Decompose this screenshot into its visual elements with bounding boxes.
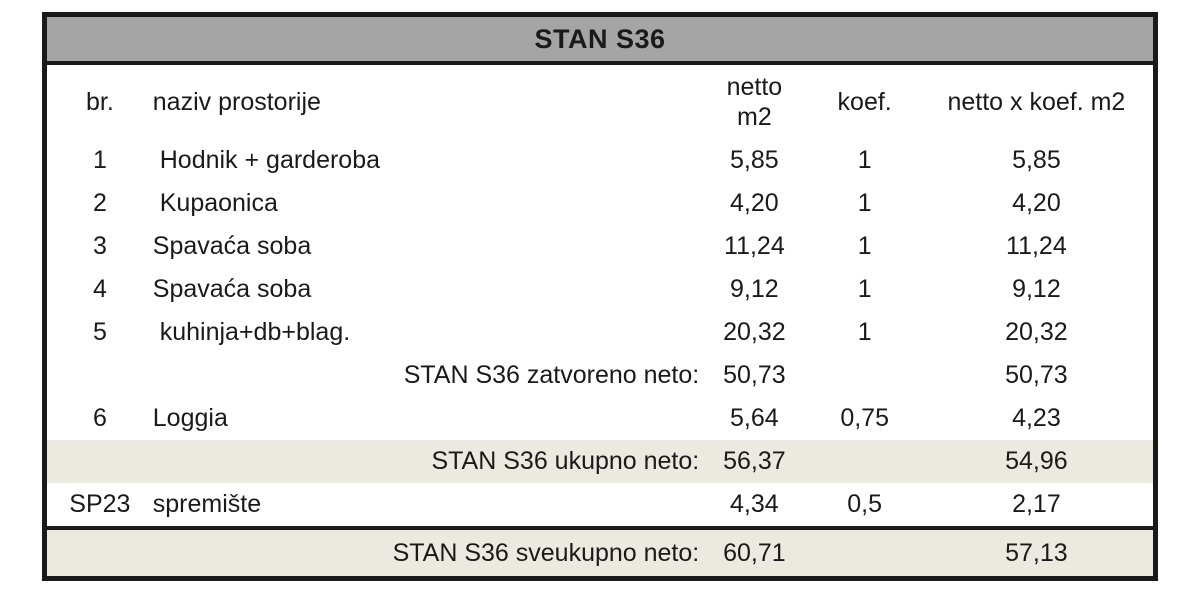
cell-name: Hodnik + garderoba: [152, 146, 381, 174]
table-row: 2 Kupaonica 4,20 1 4,20: [45, 182, 1156, 225]
cell-result: 50,73: [1005, 361, 1068, 389]
cell-result: 4,20: [1012, 189, 1061, 217]
cell-netto: 56,37: [699, 440, 810, 483]
cell-name: kuhinja+db+blag.: [152, 318, 351, 346]
cell-netto: 11,24: [724, 232, 785, 260]
cell-name: spremište: [152, 490, 262, 518]
table-row: 1 Hodnik + garderoba 5,85 1 5,85: [45, 139, 1156, 182]
cell-result: 4,23: [1012, 404, 1061, 432]
table-row: 3 Spavaća soba 11,24 1 11,24: [45, 225, 1156, 268]
cell-koef: [809, 526, 920, 579]
cell-netto: 4,34: [730, 490, 779, 518]
cell-name: Loggia: [152, 404, 228, 432]
cell-br: 4: [92, 275, 107, 303]
cell-result: 54,96: [919, 440, 1156, 483]
col-header-netto: netto m2: [726, 73, 783, 131]
col-header-result: netto x koef. m2: [947, 87, 1126, 116]
cell-netto: 60,71: [699, 526, 810, 579]
subtotal-row-highlighted: STAN S36 ukupno neto: 56,37 54,96: [44, 440, 1156, 483]
table-row: 6 Loggia 5,64 0,75 4,23: [45, 397, 1156, 440]
cell-netto: 50,73: [723, 361, 786, 389]
cell-br: 3: [92, 232, 107, 260]
cell-result: 9,12: [1012, 275, 1061, 303]
cell-netto: 20,32: [723, 318, 786, 346]
cell-result: 5,85: [1012, 146, 1061, 174]
cell-koef: 1: [857, 146, 872, 174]
cell-result: 20,32: [1005, 318, 1068, 346]
cell-name: STAN S36 ukupno neto:: [152, 440, 700, 483]
cell-br: 2: [92, 189, 107, 217]
area-table: STAN S36 br. naziv prostorije netto m2 k…: [42, 12, 1158, 581]
cell-koef: [809, 440, 920, 483]
cell-koef: 1: [857, 189, 872, 217]
cell-br: [44, 440, 153, 483]
col-header-koef: koef.: [837, 87, 892, 116]
col-header-br: br.: [85, 87, 114, 116]
cell-name: STAN S36 zatvoreno neto:: [403, 361, 700, 389]
total-row: STAN S36 sveukupno neto: 60,71 57,13: [44, 526, 1156, 579]
cell-br: 5: [92, 318, 107, 346]
cell-br: SP23: [69, 490, 131, 518]
cell-netto: 4,20: [730, 189, 779, 217]
cell-koef: 1: [857, 275, 872, 303]
cell-result: 11,24: [1006, 232, 1067, 260]
col-header-name: naziv prostorije: [152, 87, 321, 116]
cell-br: 1: [92, 146, 107, 174]
cell-name: Spavaća soba: [152, 275, 312, 303]
cell-koef: [810, 354, 920, 397]
table-title-row: STAN S36: [44, 14, 1156, 65]
table-row: 5 kuhinja+db+blag. 20,32 1 20,32: [45, 311, 1156, 354]
cell-koef: 1: [857, 318, 872, 346]
cell-br: [45, 354, 153, 397]
cell-name: Spavaća soba: [152, 232, 312, 260]
cell-koef: 0,75: [840, 404, 889, 432]
cell-br: [44, 526, 153, 579]
table-row: 4 Spavaća soba 9,12 1 9,12: [45, 268, 1156, 311]
column-header-row: br. naziv prostorije netto m2 koef. nett…: [45, 63, 1156, 139]
cell-netto: 5,85: [730, 146, 779, 174]
cell-netto: 9,12: [730, 275, 779, 303]
cell-koef: 0,5: [847, 490, 883, 518]
cell-br: 6: [92, 404, 107, 432]
table-row: SP23 spremište 4,34 0,5 2,17: [45, 483, 1156, 528]
cell-koef: 1: [857, 232, 872, 260]
cell-name: STAN S36 sveukupno neto:: [152, 526, 700, 579]
cell-result: 57,13: [919, 526, 1156, 579]
cell-result: 2,17: [1012, 490, 1061, 518]
cell-name: Kupaonica: [152, 189, 278, 217]
subtotal-row: STAN S36 zatvoreno neto: 50,73 50,73: [45, 354, 1156, 397]
table-title: STAN S36: [44, 14, 1156, 65]
cell-netto: 5,64: [730, 404, 779, 432]
